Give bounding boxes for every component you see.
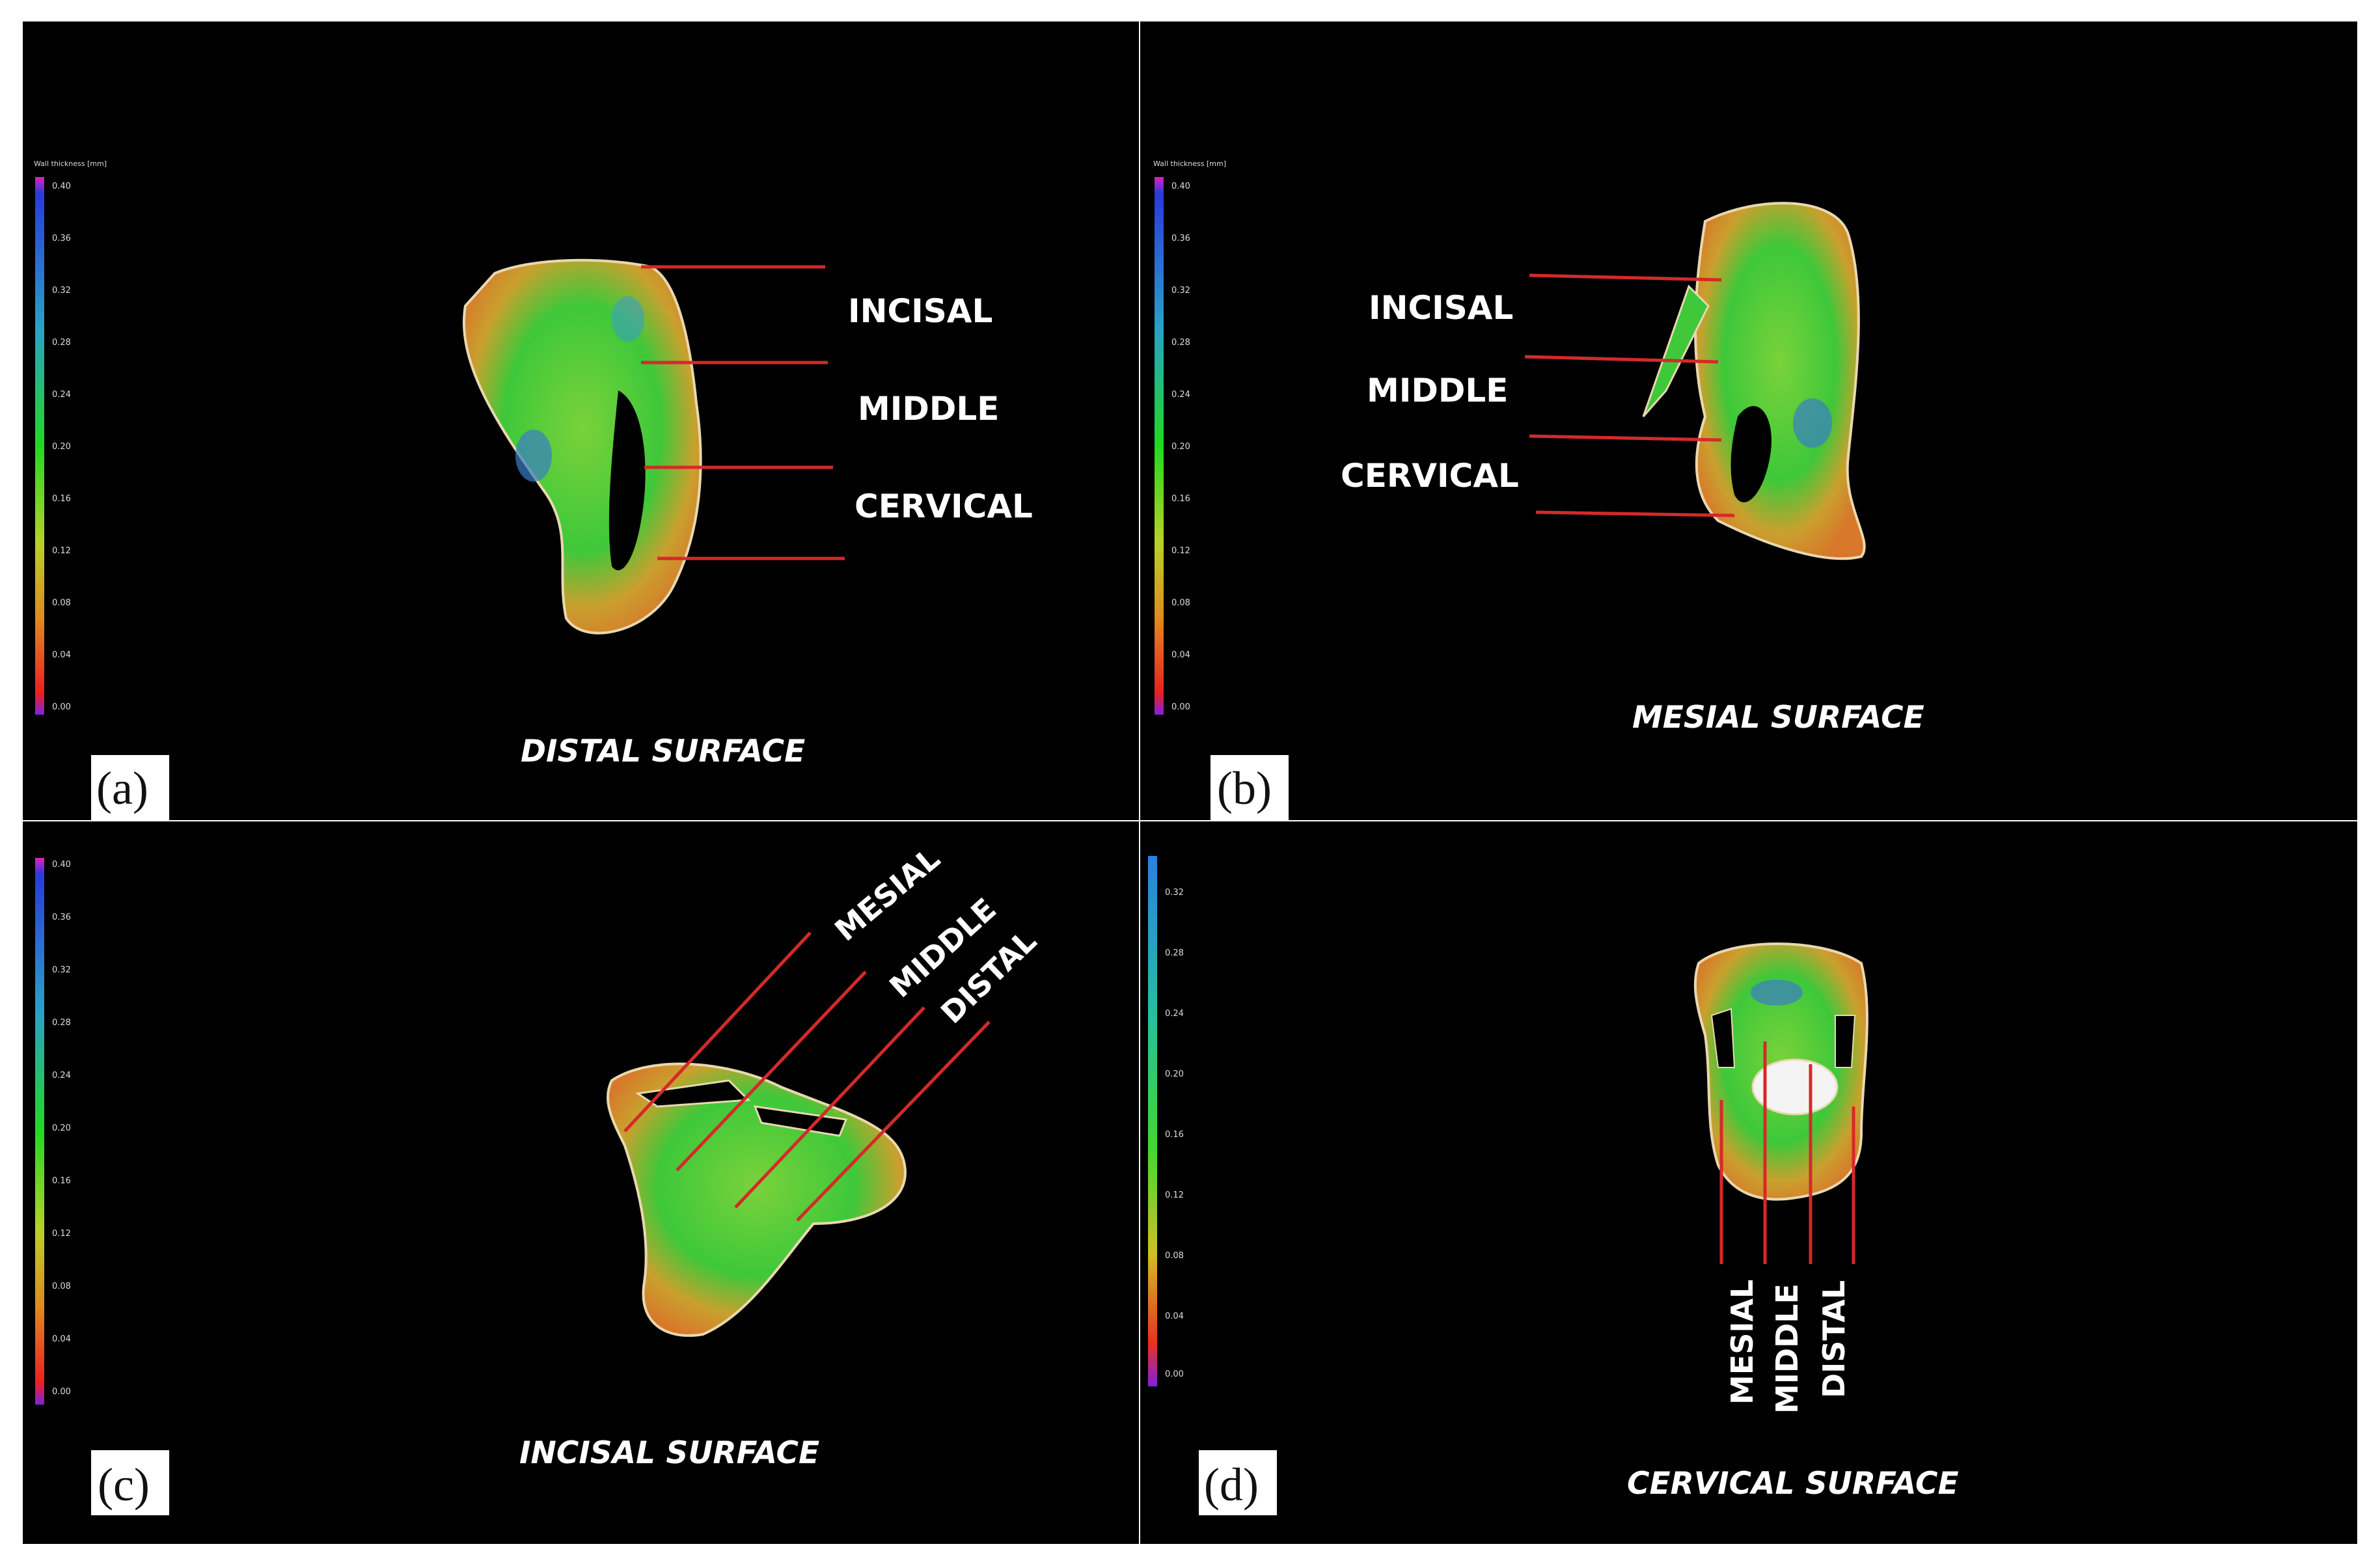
tick-label: 0.08 xyxy=(1171,598,1190,608)
tick-label: 0.20 xyxy=(1165,1069,1184,1079)
region-marker-lines xyxy=(1524,273,1735,517)
panel-letter-d: (d) xyxy=(1204,1459,1259,1511)
color-scale-bar xyxy=(35,858,44,1405)
tick-label: 0.32 xyxy=(52,286,71,296)
panel-b: Wall thickness [mm] 0.40 0.36 0.32 0.28 … xyxy=(1153,159,1924,736)
tick-label: 0.16 xyxy=(52,494,71,504)
tooth-mesh xyxy=(1642,202,1866,560)
tick-label: 0.04 xyxy=(1165,1312,1184,1321)
tick-label: 0.16 xyxy=(1165,1130,1184,1140)
marker-line-incisal xyxy=(1529,273,1722,282)
tick-label: 0.00 xyxy=(1165,1369,1184,1379)
tick-label: 0.08 xyxy=(52,598,71,608)
canal-opening xyxy=(1751,1058,1839,1116)
tick-label: 0.00 xyxy=(52,702,71,712)
legend-title: Wall thickness [mm] xyxy=(34,159,107,168)
tick-label: 0.32 xyxy=(52,965,71,975)
color-scale-bar xyxy=(1155,177,1164,715)
tick-label: 0.12 xyxy=(52,1229,71,1239)
tick-label: 0.24 xyxy=(52,390,71,400)
region-label-cervical: CERVICAL xyxy=(855,488,1033,525)
tick-label: 0.28 xyxy=(52,1018,71,1028)
panel-a: Wall thickness [mm] 0.40 0.36 0.32 0.28 … xyxy=(34,159,1033,769)
tick-label: 0.20 xyxy=(52,1123,71,1133)
tick-label: 0.00 xyxy=(1171,702,1190,712)
tick-label: 0.40 xyxy=(1171,182,1190,191)
tooth-mesh xyxy=(1693,942,1868,1201)
color-scale-ticks: 0.32 0.28 0.24 0.20 0.16 0.12 0.08 0.04 … xyxy=(1165,888,1184,1379)
tick-label: 0.24 xyxy=(52,1071,71,1080)
tick-label: 0.28 xyxy=(52,338,71,348)
panel-c-background xyxy=(23,821,1139,1544)
tick-label: 0.36 xyxy=(1171,234,1190,243)
marker-line-distal xyxy=(734,1006,925,1209)
panel-caption: INCISAL SURFACE xyxy=(519,1435,819,1471)
tick-label: 0.08 xyxy=(1165,1251,1184,1261)
tooth-mesh xyxy=(462,258,702,635)
tick-label: 0.32 xyxy=(1171,286,1190,296)
region-marker-lines xyxy=(641,265,845,560)
panel-d: 0.32 0.28 0.24 0.20 0.16 0.12 0.08 0.04 … xyxy=(1148,856,1959,1502)
tick-label: 0.12 xyxy=(52,546,71,556)
color-scale-ticks: 0.40 0.36 0.32 0.28 0.24 0.20 0.16 0.12 … xyxy=(52,860,71,1397)
tick-label: 0.28 xyxy=(1165,948,1184,958)
panel-caption: MESIAL SURFACE xyxy=(1632,700,1924,736)
region-label-mesial: MESIAL xyxy=(1725,1280,1760,1405)
tooth-mesh xyxy=(606,1062,907,1337)
panel-letter-c: (c) xyxy=(98,1459,150,1511)
region-label-incisal: INCISAL xyxy=(1369,289,1513,327)
panel-letter-a: (a) xyxy=(96,762,148,814)
region-marker-lines xyxy=(623,931,991,1222)
tick-label: 0.12 xyxy=(1165,1190,1184,1200)
tick-label: 0.36 xyxy=(52,913,71,922)
letter-backdrop-a xyxy=(91,755,169,820)
letter-backdrop-d xyxy=(1199,1450,1277,1515)
tick-label: 0.08 xyxy=(52,1282,71,1291)
tick-label: 0.32 xyxy=(1165,888,1184,898)
panel-letter-b: (b) xyxy=(1217,762,1272,814)
tick-label: 0.04 xyxy=(52,1334,71,1344)
marker-line-mesial xyxy=(623,931,812,1133)
tick-label: 0.40 xyxy=(52,182,71,191)
region-label-middle: MIDDLE xyxy=(1367,372,1508,409)
color-scale-bar xyxy=(1148,856,1157,1386)
tick-label: 0.12 xyxy=(1171,546,1190,556)
marker-line-cervical xyxy=(1529,434,1722,442)
tick-label: 0.00 xyxy=(52,1387,71,1397)
color-scale-bar xyxy=(35,177,44,715)
tick-label: 0.28 xyxy=(1171,338,1190,348)
tick-label: 0.16 xyxy=(52,1176,71,1186)
panel-caption: CERVICAL SURFACE xyxy=(1627,1466,1959,1502)
letter-backdrop-b xyxy=(1211,755,1289,820)
tick-label: 0.24 xyxy=(1171,390,1190,400)
tick-label: 0.16 xyxy=(1171,494,1190,504)
region-marker-lines xyxy=(1719,1041,1855,1264)
region-label-incisal: INCISAL xyxy=(848,292,992,330)
region-label-middle: MIDDLE xyxy=(858,390,999,428)
tick-label: 0.04 xyxy=(52,650,71,660)
marker-line-bottom xyxy=(1535,510,1735,517)
region-label-distal: DISTAL xyxy=(1816,1280,1852,1398)
marker-line-outer xyxy=(796,1021,991,1222)
tick-label: 0.20 xyxy=(52,442,71,452)
tick-label: 0.04 xyxy=(1171,650,1190,660)
marker-line-middle xyxy=(676,970,867,1172)
region-label-cervical: CERVICAL xyxy=(1341,457,1519,495)
tick-label: 0.40 xyxy=(52,860,71,870)
tick-label: 0.20 xyxy=(1171,442,1190,452)
panel-caption: DISTAL SURFACE xyxy=(521,734,805,769)
tick-label: 0.36 xyxy=(52,234,71,243)
marker-line-middle xyxy=(1524,355,1719,364)
color-scale-ticks: 0.40 0.36 0.32 0.28 0.24 0.20 0.16 0.12 … xyxy=(1171,182,1190,712)
tick-label: 0.24 xyxy=(1165,1009,1184,1019)
region-label-middle: MIDDLE xyxy=(1770,1284,1805,1414)
legend-title: Wall thickness [mm] xyxy=(1153,159,1226,168)
letter-backdrop-c xyxy=(91,1450,169,1515)
color-scale-ticks: 0.40 0.36 0.32 0.28 0.24 0.20 0.16 0.12 … xyxy=(52,182,71,712)
